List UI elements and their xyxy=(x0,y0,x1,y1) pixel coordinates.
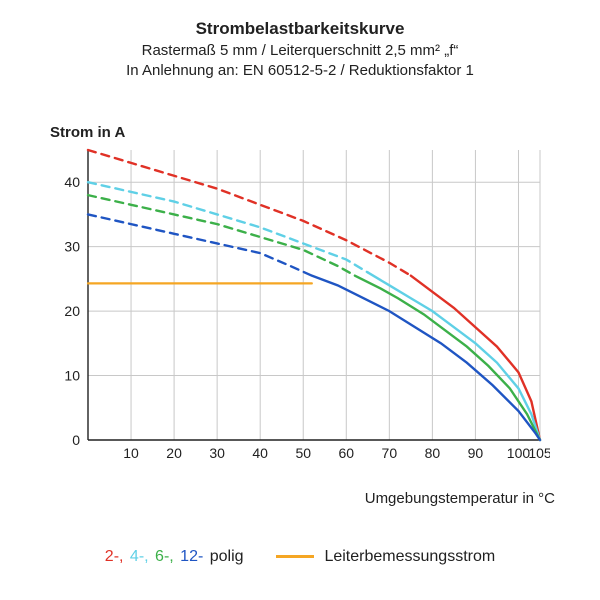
svg-text:20: 20 xyxy=(64,303,80,319)
svg-text:105: 105 xyxy=(528,445,550,461)
title-line2: Rastermaß 5 mm / Leiterquerschnitt 2,5 m… xyxy=(0,41,600,61)
rated-current-swatch xyxy=(276,555,314,558)
legend-item-4polig: 4-, xyxy=(130,548,153,565)
legend-item-6polig: 6-, xyxy=(155,548,178,565)
svg-text:30: 30 xyxy=(209,445,225,461)
title-line1: Strombelastbarkeitskurve xyxy=(0,18,600,41)
x-axis-label: Umgebungstemperatur in °C xyxy=(0,490,555,507)
rated-current-label: Leiterbemessungsstrom xyxy=(324,548,495,565)
title-block: Strombelastbarkeitskurve Rastermaß 5 mm … xyxy=(0,0,600,81)
svg-text:60: 60 xyxy=(338,445,354,461)
svg-text:10: 10 xyxy=(123,445,139,461)
chart-svg: 10 20 30 40 50 60 70 80 90 100105 0 10 20 30 40 xyxy=(50,120,550,480)
svg-text:10: 10 xyxy=(64,368,80,384)
svg-text:40: 40 xyxy=(64,174,80,190)
svg-text:0: 0 xyxy=(72,432,80,448)
svg-text:80: 80 xyxy=(425,445,441,461)
legend: 2-, 4-, 6-, 12- polig Leiterbemessungsst… xyxy=(0,548,600,566)
title-line3: In Anlehnung an: EN 60512-5-2 / Reduktio… xyxy=(0,61,600,81)
svg-text:20: 20 xyxy=(166,445,182,461)
svg-text:70: 70 xyxy=(382,445,398,461)
legend-item-12polig: 12- xyxy=(180,548,203,565)
legend-item-2polig: 2-, xyxy=(105,548,128,565)
svg-text:30: 30 xyxy=(64,239,80,255)
svg-text:40: 40 xyxy=(252,445,268,461)
svg-text:50: 50 xyxy=(295,445,311,461)
legend-suffix: polig xyxy=(205,548,243,565)
svg-text:100: 100 xyxy=(507,445,531,461)
svg-text:90: 90 xyxy=(468,445,484,461)
chart: 10 20 30 40 50 60 70 80 90 100105 0 10 20 30 40 xyxy=(50,120,550,480)
